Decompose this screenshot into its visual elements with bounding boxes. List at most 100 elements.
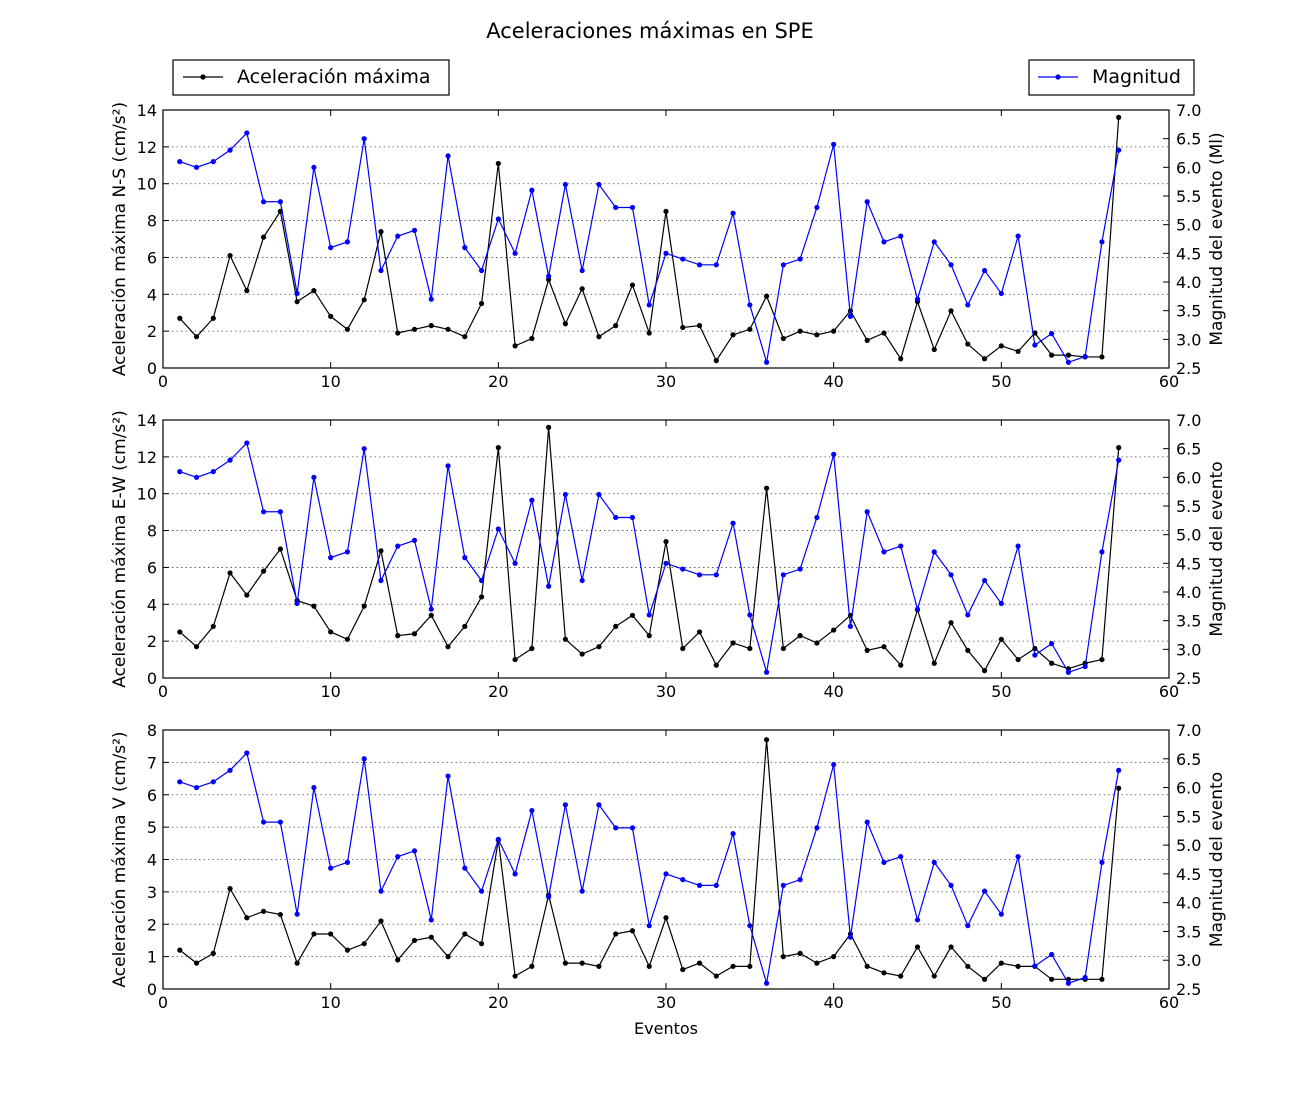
acceleration-point-ew: [529, 645, 535, 652]
magnitude-point-ew: [646, 612, 652, 618]
magnitude-point-ns: [361, 136, 367, 142]
y-tick-label-left-ns: 8: [147, 212, 157, 231]
x-tick-label-ew: 30: [656, 682, 676, 701]
acceleration-point-v: [512, 973, 518, 979]
x-tick-label-v: 30: [656, 993, 676, 1012]
acceleration-point-ns: [579, 286, 585, 292]
magnitude-point-v: [948, 882, 954, 889]
acceleration-point-ew: [344, 636, 351, 642]
acceleration-point-v: [914, 944, 921, 950]
magnitude-point-v: [696, 882, 703, 889]
magnitude-point-ns: [696, 262, 703, 268]
magnitude-point-v: [965, 923, 971, 929]
acceleration-point-ns: [814, 332, 820, 338]
acceleration-point-v: [948, 944, 954, 950]
x-tick-label-v: 10: [320, 993, 340, 1012]
magnitude-point-v: [730, 831, 736, 837]
magnitude-point-ew: [948, 572, 954, 578]
acceleration-point-ew: [730, 640, 736, 646]
acceleration-point-ew: [747, 645, 753, 652]
magnitude-point-ew: [629, 514, 636, 521]
magnitude-point-ns: [780, 262, 786, 268]
acceleration-point-ns: [395, 330, 401, 336]
magnitude-point-ew: [1032, 652, 1038, 658]
magnitude-point-v: [914, 917, 921, 923]
y-tick-label-left-v: 0: [147, 980, 157, 999]
acceleration-point-v: [529, 963, 535, 969]
acceleration-point-ns: [244, 288, 250, 294]
magnitude-point-ns: [328, 245, 334, 251]
x-tick-label-ew: 60: [1159, 682, 1179, 701]
magnitude-point-ns: [445, 153, 451, 159]
acceleration-point-v: [981, 976, 988, 982]
y-tick-label-right-v: 6.0: [1176, 779, 1201, 798]
y-tick-label-right-v: 4.5: [1176, 865, 1201, 884]
acceleration-point-v: [881, 970, 887, 976]
acceleration-point-ns: [512, 343, 518, 349]
x-axis-label: Eventos: [634, 1019, 698, 1038]
y-tick-label-right-ew: 3.5: [1176, 612, 1201, 631]
magnitude-point-ew: [478, 577, 485, 584]
magnitude-point-v: [981, 888, 988, 894]
magnitude-point-ns: [881, 239, 887, 245]
x-tick-label-v: 50: [991, 993, 1011, 1012]
acceleration-point-v: [462, 931, 468, 937]
y-tick-label-right-ns: 4.0: [1176, 273, 1201, 292]
magnitude-point-v: [797, 877, 803, 883]
acceleration-point-ns: [529, 335, 535, 342]
y-tick-label-right-ew: 3.0: [1176, 640, 1201, 659]
acceleration-point-v: [328, 931, 334, 937]
magnitude-point-ew: [546, 583, 552, 589]
magnitude-point-ns: [847, 313, 854, 319]
y-tick-label-right-ew: 5.5: [1176, 497, 1201, 516]
acceleration-point-v: [1015, 963, 1021, 969]
magnitude-point-ew: [428, 606, 434, 612]
acceleration-point-ns: [1116, 114, 1122, 120]
magnitude-point-ew: [579, 577, 585, 584]
magnitude-point-ns: [898, 233, 904, 239]
magnitude-point-v: [478, 888, 485, 894]
acceleration-point-ew: [680, 645, 686, 652]
acceleration-point-v: [177, 947, 183, 953]
acceleration-point-v: [261, 908, 267, 914]
x-tick-label-ns: 0: [158, 372, 168, 391]
magnitude-point-ew: [696, 572, 703, 578]
y-tick-label-left-ew: 4: [147, 595, 157, 614]
magnitude-point-ns: [261, 199, 267, 205]
magnitude-point-ew: [177, 469, 183, 475]
magnitude-point-ns: [562, 181, 569, 188]
acceleration-point-ns: [965, 341, 971, 347]
magnitude-point-v: [1032, 963, 1038, 969]
magnitude-point-ns: [395, 233, 401, 239]
magnitude-point-v: [495, 836, 501, 842]
magnitude-point-ns: [193, 164, 200, 170]
acceleration-point-v: [646, 963, 652, 969]
acceleration-point-ew: [898, 662, 904, 668]
magnitude-point-v: [1015, 854, 1021, 860]
acceleration-point-v: [864, 963, 870, 969]
magnitude-point-ew: [914, 606, 921, 612]
acceleration-point-v: [277, 911, 283, 918]
acceleration-point-ns: [361, 297, 367, 303]
magnitude-point-ns: [629, 204, 636, 211]
y-tick-label-left-ew: 6: [147, 558, 157, 577]
y-tick-label-right-ns: 4.5: [1176, 244, 1201, 263]
magnitude-point-ns: [478, 267, 485, 274]
acceleration-point-ew: [328, 629, 334, 635]
x-tick-label-ns: 30: [656, 372, 676, 391]
acceleration-point-v: [764, 737, 770, 743]
magnitude-point-v: [210, 779, 216, 785]
acceleration-point-ew: [428, 612, 434, 618]
acceleration-point-ew: [562, 636, 569, 642]
magnitude-point-ew: [965, 612, 971, 618]
magnitude-point-v: [395, 854, 401, 860]
magnitude-point-ew: [210, 469, 216, 475]
y-tick-label-right-ew: 2.5: [1176, 669, 1201, 688]
magnitude-point-ns: [546, 273, 552, 279]
magnitude-point-ns: [764, 359, 770, 365]
magnitude-point-ew: [529, 497, 535, 503]
magnitude-point-v: [847, 934, 854, 940]
magnitude-point-ns: [613, 204, 619, 211]
magnitude-point-ew: [344, 549, 351, 555]
magnitude-point-ew: [847, 623, 854, 630]
